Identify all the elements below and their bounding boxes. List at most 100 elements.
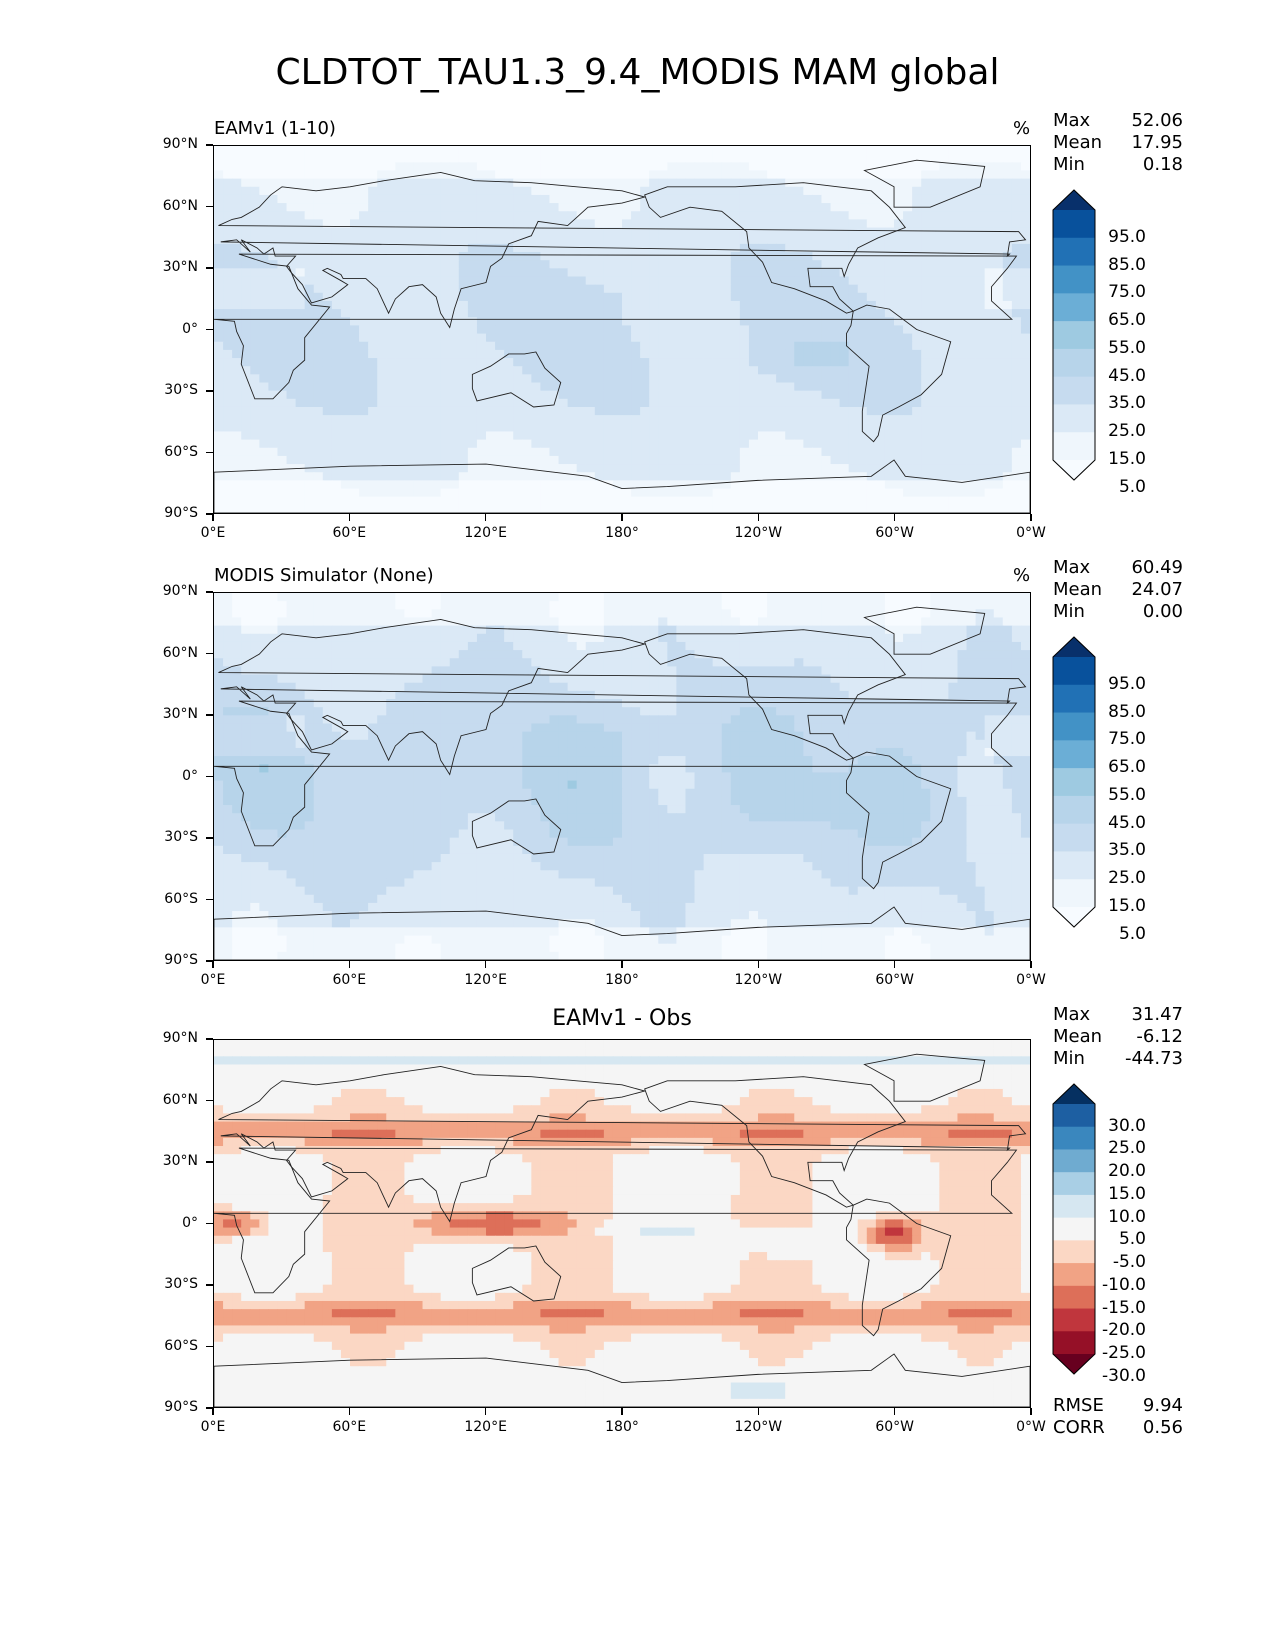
field-cell bbox=[286, 488, 297, 498]
field-cell bbox=[712, 162, 723, 172]
field-cell bbox=[603, 601, 614, 610]
field-cell bbox=[903, 211, 913, 220]
field-cell bbox=[785, 455, 795, 465]
field-cell bbox=[694, 243, 705, 253]
field-cell bbox=[921, 154, 931, 163]
field-cell bbox=[304, 333, 315, 343]
field-cell bbox=[531, 406, 541, 416]
field-cell bbox=[214, 227, 224, 237]
field-cell bbox=[322, 504, 333, 513]
field-cell bbox=[440, 227, 451, 237]
field-cell bbox=[440, 284, 451, 294]
field-cell bbox=[368, 658, 378, 667]
field-cell bbox=[785, 366, 795, 375]
field-cell bbox=[359, 472, 369, 481]
field-cell bbox=[712, 300, 723, 310]
field-cell bbox=[721, 317, 732, 327]
field-cell bbox=[884, 170, 895, 180]
field-cell bbox=[957, 309, 968, 318]
field-cell bbox=[957, 170, 968, 180]
field-cell bbox=[839, 455, 850, 465]
field-cell bbox=[975, 431, 986, 441]
field-cell bbox=[422, 349, 433, 359]
field-cell bbox=[821, 284, 832, 294]
field-cell bbox=[1011, 162, 1022, 172]
field-cell bbox=[866, 154, 877, 163]
field-cell bbox=[368, 211, 378, 220]
field-cell bbox=[431, 154, 442, 163]
field-cell bbox=[1011, 341, 1022, 351]
field-cell bbox=[803, 601, 814, 610]
field-cell bbox=[957, 276, 968, 286]
field-cell bbox=[349, 406, 360, 416]
field-cell bbox=[422, 243, 433, 253]
field-cell bbox=[404, 333, 415, 343]
field-cell bbox=[340, 252, 351, 261]
field-cell bbox=[939, 382, 949, 392]
field-cell bbox=[957, 593, 968, 602]
field-cell bbox=[930, 617, 940, 627]
field-cell bbox=[467, 317, 478, 327]
field-cell bbox=[857, 366, 868, 375]
field-cell bbox=[930, 227, 940, 237]
field-cell bbox=[1011, 390, 1022, 400]
field-cell bbox=[440, 154, 451, 163]
field-cell bbox=[531, 439, 541, 449]
field-cell bbox=[776, 292, 786, 302]
field-cell bbox=[658, 219, 668, 229]
field-cell bbox=[721, 488, 732, 498]
field-cell bbox=[368, 268, 378, 278]
field-cell bbox=[458, 625, 469, 635]
field-cell bbox=[785, 325, 795, 335]
field-cell bbox=[513, 260, 523, 269]
field-cell bbox=[495, 633, 505, 643]
field-cell bbox=[939, 219, 949, 229]
field-cell bbox=[449, 178, 460, 188]
field-cell bbox=[304, 227, 315, 237]
field-cell bbox=[359, 415, 369, 424]
field-cell bbox=[748, 170, 759, 180]
field-cell bbox=[1011, 593, 1022, 602]
field-cell bbox=[259, 593, 269, 602]
field-cell bbox=[440, 472, 451, 481]
field-cell bbox=[694, 300, 705, 310]
field-cell bbox=[685, 439, 696, 449]
field-cell bbox=[549, 358, 560, 367]
field-cell bbox=[340, 203, 351, 212]
field-cell bbox=[812, 243, 823, 253]
field-cell bbox=[268, 292, 279, 302]
field-cell bbox=[223, 455, 233, 465]
field-cell bbox=[848, 260, 859, 269]
field-cell bbox=[993, 203, 1004, 212]
field-cell bbox=[259, 431, 269, 441]
field-cell bbox=[821, 374, 832, 384]
field-cell bbox=[948, 203, 959, 212]
field-cell bbox=[939, 609, 949, 619]
field-cell bbox=[567, 194, 578, 204]
field-cell bbox=[286, 480, 297, 490]
field-cell bbox=[875, 341, 886, 351]
field-cell bbox=[812, 439, 823, 449]
field-cell bbox=[522, 609, 532, 619]
field-cell bbox=[839, 366, 850, 375]
field-cell bbox=[875, 252, 886, 261]
field-cell bbox=[404, 366, 415, 375]
field-cell bbox=[748, 464, 759, 473]
field-cell bbox=[975, 617, 986, 627]
field-cell bbox=[549, 439, 560, 449]
field-cell bbox=[631, 593, 641, 602]
field-cell bbox=[513, 243, 523, 253]
field-cell bbox=[331, 593, 342, 602]
field-cell bbox=[676, 601, 687, 610]
field-cell bbox=[331, 211, 342, 220]
field-cell bbox=[549, 593, 560, 602]
field-cell bbox=[939, 268, 949, 278]
field-cell bbox=[458, 154, 469, 163]
stat-value: 60.49 bbox=[1131, 557, 1183, 578]
field-cell bbox=[377, 276, 387, 286]
field-cell bbox=[658, 374, 668, 384]
field-cell bbox=[830, 480, 841, 490]
field-cell bbox=[957, 243, 968, 253]
field-cell bbox=[422, 260, 433, 269]
field-cell bbox=[894, 276, 904, 286]
